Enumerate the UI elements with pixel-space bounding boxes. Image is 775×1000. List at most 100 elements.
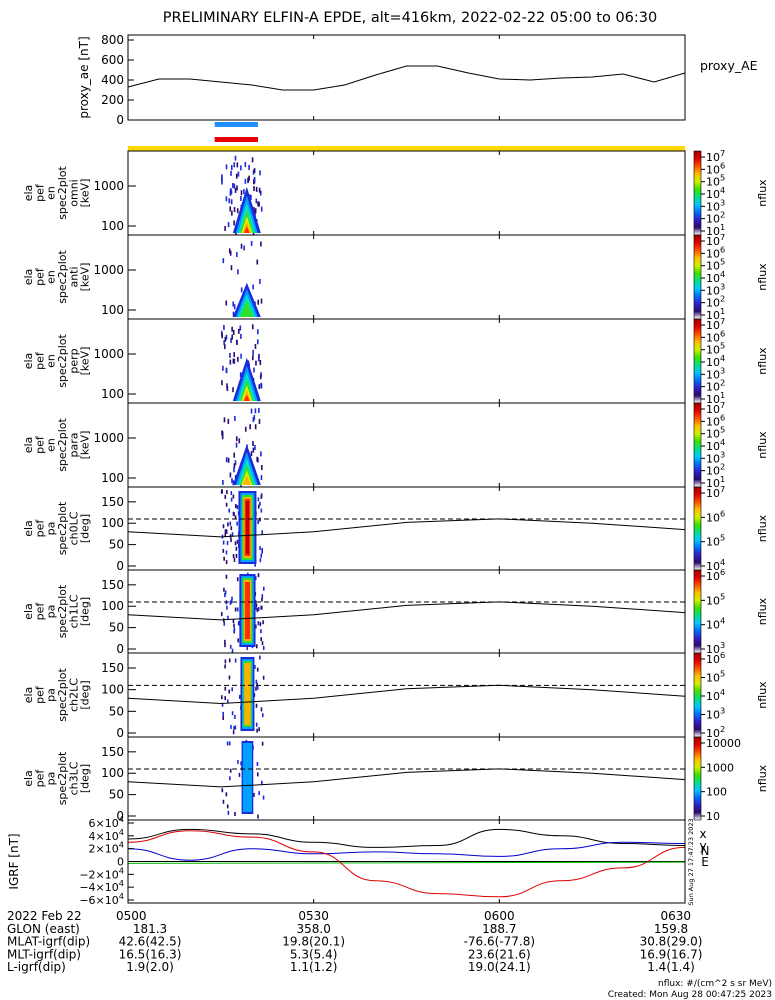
spectrogram-cell (232, 618, 235, 623)
spectrogram-cell (234, 515, 237, 520)
pa-ylabel-line: [deg] (79, 514, 92, 543)
orbit-bar-red (214, 137, 258, 142)
energy-ylabel-line: [keV] (79, 347, 92, 376)
pa-ylabel-line: pef (33, 602, 46, 621)
spectrogram-cell (258, 727, 260, 732)
pa-ylabel-line: ch3LC (67, 761, 80, 795)
colorbar-tick-label: 105 (706, 341, 725, 357)
spectrogram-cell (221, 702, 224, 707)
proxy-ae-ylabel: proxy_ae [nT] (77, 36, 91, 118)
spectrogram-cell (236, 607, 239, 612)
spectrogram-cell (225, 574, 228, 579)
spectrogram-cell (228, 689, 231, 694)
energy-spectrogram-panels: 1000100elapefenspec2plotomni[keV]1000100… (22, 150, 686, 488)
spectrogram-cell (222, 524, 225, 529)
colorbar-tick-label: 104 (706, 185, 725, 201)
time-row-value: 1.1(1.2) (290, 960, 338, 974)
spectrogram-cell (237, 269, 239, 275)
pa-ytick-label: 150 (101, 745, 124, 759)
colorbar-tick-label: 107 (706, 400, 725, 416)
pa-ytick-label: 0 (116, 559, 124, 573)
energy-ylabel-line: para (67, 433, 80, 458)
time-row-value: 19.8(20.1) (282, 935, 345, 949)
spectrogram-cell (230, 170, 232, 176)
spectrogram-cell (227, 457, 230, 463)
colorbar-tick-label: 106 (706, 567, 725, 583)
proxy-ae-ytick-label: 200 (101, 93, 124, 107)
spectrogram-cell (224, 590, 227, 595)
spectrogram-cell (228, 675, 231, 680)
spectrogram-cell (233, 162, 236, 168)
spectrogram-cell (240, 190, 243, 196)
colorbar-tick-label: 106 (706, 160, 725, 176)
spectrogram-cell (236, 162, 239, 168)
spectrogram-cell (224, 696, 226, 701)
spectrogram-cell (232, 329, 235, 335)
spectrogram-cell (256, 682, 258, 687)
spectrogram-cell (243, 245, 245, 251)
spectrogram-cell (221, 330, 223, 336)
colorbar-tick-label: 101 (706, 306, 725, 322)
spectrogram-cell (230, 265, 233, 271)
pa-ytick-label: 150 (101, 661, 124, 675)
spectrogram-cell (229, 644, 232, 649)
spectrogram-cell (260, 475, 263, 481)
colorbar-tick-label: 104 (706, 269, 725, 285)
spectrogram-cell (256, 667, 259, 672)
spectrogram-cell (257, 573, 260, 578)
pa-ylabel-line: spec2plot (56, 584, 69, 638)
spectrogram-cell (259, 501, 261, 506)
plot-title: PRELIMINARY ELFIN-A EPDE, alt=416km, 202… (163, 10, 658, 26)
spectrogram-cell (256, 259, 259, 265)
colorbar-tick-label: 107 (706, 316, 725, 332)
spectrogram-cell (229, 206, 232, 212)
energy-ylabel-line: en (45, 354, 58, 368)
spectrogram-cell (222, 716, 225, 721)
spectrogram-cell (234, 725, 237, 730)
energy-ytick-label: 100 (101, 303, 124, 317)
pa-ytick-label: 50 (109, 788, 124, 802)
spectrogram-cell (226, 383, 228, 389)
spectrogram-cell (250, 240, 253, 246)
energy-ylabel-line: pef (33, 267, 46, 286)
energy-ylabel-line: omni (67, 179, 80, 206)
spectrogram-cell (240, 287, 243, 293)
colorbar-tick-label: 106 (706, 244, 725, 260)
spectrogram-cell (224, 664, 226, 669)
spectrogram-cell (233, 452, 236, 458)
pa-ylabel-line: [deg] (79, 764, 92, 793)
pitch-angle-line (127, 518, 686, 538)
energy-ylabel-line: pef (33, 351, 46, 370)
pa-ylabel-line: ch2LC (67, 678, 80, 712)
spectrogram-cell (230, 491, 233, 496)
spectrogram-cell (246, 646, 249, 651)
spectrogram-cell (224, 494, 227, 499)
spectrogram-cell (252, 417, 255, 423)
spectrogram-cell (228, 658, 231, 663)
spectrogram-cell (253, 367, 255, 373)
spectrogram-cell (228, 198, 231, 204)
colorbar-tick-label: 104 (706, 353, 725, 369)
spectrogram-cell (226, 804, 229, 809)
spectrogram-cell (262, 795, 265, 800)
spectrogram-cell (222, 799, 225, 804)
spectrogram-cell (255, 679, 258, 684)
spectrogram-cell (259, 190, 262, 196)
spectrogram-cell (224, 344, 226, 350)
time-row-value: 5.3(5.4) (290, 947, 338, 961)
spectrogram-cell (236, 505, 239, 510)
spectrogram-cell (250, 451, 253, 457)
spectrogram-cell (257, 299, 259, 305)
spectrogram-cell (231, 334, 234, 340)
spectrogram-cell (256, 772, 259, 777)
colorbar-gradient (693, 234, 702, 320)
time-row-value: 42.6(42.5) (119, 935, 182, 949)
spectrogram-cell (225, 792, 228, 797)
spectrogram-cell (256, 685, 259, 690)
spectrogram-cell (248, 164, 250, 170)
